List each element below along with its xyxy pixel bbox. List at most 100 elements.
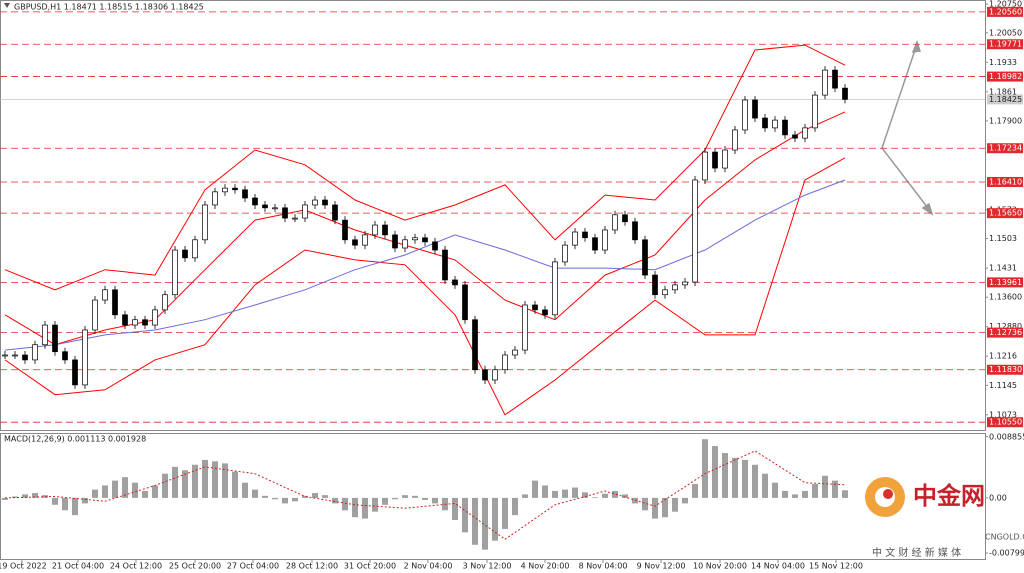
macd-bar	[832, 480, 838, 498]
x-tick-label: 8 Nov 04:00	[579, 562, 628, 571]
candle	[2, 354, 8, 357]
candle	[182, 249, 188, 259]
macd-bar	[562, 489, 568, 498]
candle	[632, 221, 638, 241]
candle	[612, 214, 618, 231]
candle	[582, 231, 588, 239]
candle	[792, 134, 798, 139]
macd-bar	[782, 490, 788, 498]
macd-bar	[822, 475, 828, 498]
level-label-box	[987, 417, 1023, 428]
macd-bar	[572, 487, 578, 498]
logo-name: 中金网	[913, 482, 985, 510]
macd-label: MACD(12,26,9) 0.001113 0.001928	[4, 435, 146, 444]
candle	[772, 119, 778, 129]
x-tick-label: 25 Oct 20:00	[169, 562, 221, 571]
level-label-box	[987, 364, 1023, 375]
candle	[682, 281, 688, 286]
candle	[112, 289, 118, 316]
macd-signal	[4, 450, 846, 540]
macd-bar	[302, 495, 308, 498]
level-label-box	[987, 6, 1023, 17]
macd-bar	[192, 464, 198, 498]
candle	[262, 204, 268, 209]
candle	[22, 354, 28, 361]
candle	[342, 219, 348, 241]
macd-bar	[672, 497, 678, 512]
macd-bar	[532, 480, 538, 498]
macd-bar	[732, 457, 738, 498]
macd-bar	[202, 459, 208, 498]
y-tick-label: 1.1216	[989, 352, 1017, 361]
candle	[702, 151, 708, 181]
macd-bar	[342, 497, 348, 511]
forecast-arrows	[881, 39, 934, 216]
candle	[332, 204, 338, 221]
level-label: 1.11830	[989, 365, 1022, 374]
x-tick-label: 2 Nov 04:00	[404, 562, 453, 571]
candle	[602, 229, 608, 251]
y-tick-label: 1.1073	[989, 410, 1017, 419]
bollinger-upper	[4, 44, 846, 291]
x-tick-label: 31 Oct 20:00	[344, 562, 396, 571]
candle	[292, 217, 298, 220]
chart-title: GBPUSD,H1 1.18471 1.18515 1.18306 1.1842…	[14, 3, 204, 12]
candle	[722, 149, 728, 169]
macd-y-tick-label: 0.00	[989, 493, 1007, 502]
macd-bar	[752, 464, 758, 498]
candle	[92, 299, 98, 331]
x-tick-label: 14 Nov 04:00	[751, 562, 805, 571]
candle	[492, 369, 498, 381]
macd-bar	[62, 497, 68, 511]
candle	[742, 99, 748, 131]
level-label-box	[987, 143, 1023, 154]
logo: 中金网 CNGOLD.COM 中 文 财 经 新 媒 体	[865, 477, 1024, 559]
candle	[732, 129, 738, 151]
macd-bar	[802, 490, 808, 498]
level-label: 1.15650	[989, 209, 1022, 218]
level-label: 1.18982	[989, 72, 1022, 81]
macd-bar	[392, 497, 398, 500]
candle	[132, 319, 138, 326]
macd-bar	[382, 497, 388, 505]
macd-bar	[182, 470, 188, 498]
macd-bar	[82, 497, 88, 504]
macd-bar	[762, 473, 768, 498]
candle	[282, 207, 288, 219]
x-tick-label: 10 Nov 20:00	[693, 562, 747, 571]
macd-bar	[222, 463, 228, 498]
candle	[352, 239, 358, 246]
macd-bar	[372, 497, 378, 512]
macd-bar	[662, 497, 668, 518]
candle	[412, 237, 418, 241]
candle	[62, 351, 68, 361]
macd-bar	[132, 482, 138, 498]
y-tick-label: 1.20750	[989, 0, 1022, 9]
candle	[152, 309, 158, 326]
candle	[142, 319, 148, 326]
candle	[312, 199, 318, 206]
candle	[692, 179, 698, 283]
macd-bar	[842, 490, 848, 498]
candle	[462, 284, 468, 321]
level-label: 1.19771	[989, 40, 1022, 49]
candle	[252, 197, 258, 206]
y-tick-label: 1.13600	[989, 293, 1022, 302]
y-tick-label: 1.1933	[989, 58, 1017, 67]
macd-bar	[432, 497, 438, 504]
candle	[392, 234, 398, 249]
price-label-box	[987, 94, 1023, 105]
macd-bar	[542, 485, 548, 498]
candle	[712, 151, 718, 169]
candle	[812, 94, 818, 129]
x-tick-label: 21 Oct 04:00	[52, 562, 104, 571]
macd-y-tick-label: 0.008855	[989, 432, 1024, 441]
candle	[542, 309, 548, 316]
macd-bar	[422, 497, 428, 500]
macd-bar	[492, 497, 498, 541]
macd-bar	[792, 494, 798, 498]
level-label-box	[987, 327, 1023, 338]
level-label: 1.13961	[989, 278, 1022, 287]
macd-bar	[522, 494, 528, 498]
